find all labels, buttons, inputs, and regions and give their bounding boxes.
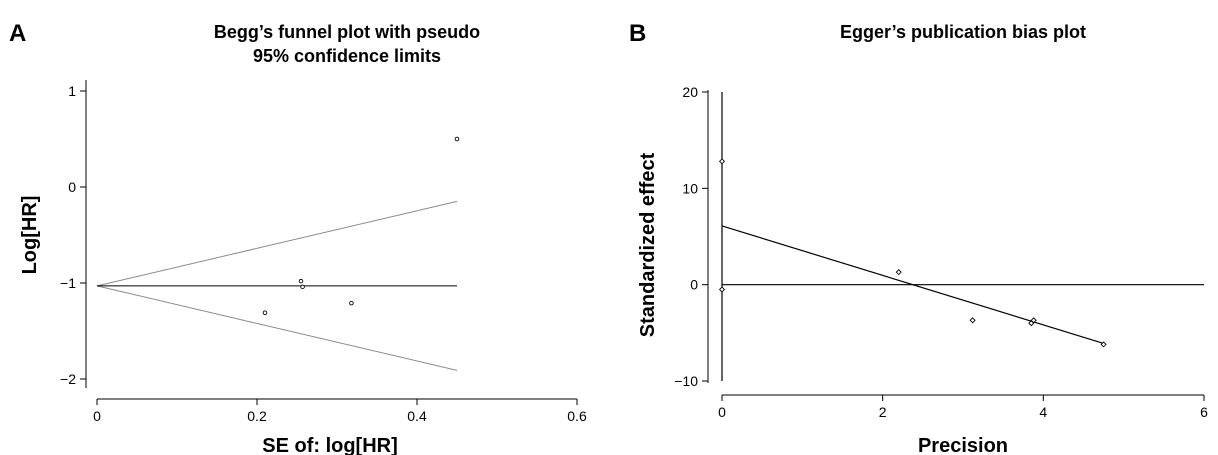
y-tick-label: 0 bbox=[690, 277, 698, 293]
x-tick-label: 0.2 bbox=[247, 408, 267, 424]
panel-a-title-line1: Begg’s funnel plot with pseudo bbox=[214, 22, 480, 42]
y-tick-label: −2 bbox=[60, 371, 76, 387]
panel-a-y-axis-label: Log[HR] bbox=[19, 196, 41, 275]
x-tick-label: 2 bbox=[879, 404, 887, 420]
funnel-upper-limit bbox=[96, 200, 458, 287]
panel-a-ticks: 1 0 −1 −2 0 0.2 0.4 0.6 bbox=[60, 83, 587, 424]
y-tick-label: 10 bbox=[682, 180, 698, 196]
study-point bbox=[300, 284, 305, 290]
x-tick-label: 4 bbox=[1039, 404, 1047, 420]
y-tick-label: 20 bbox=[682, 84, 698, 100]
study-point bbox=[349, 300, 354, 306]
panel-b-lines bbox=[721, 92, 1204, 381]
panel-a-title-line2: 95% confidence limits bbox=[253, 46, 441, 66]
study-point bbox=[1100, 341, 1107, 348]
study-point bbox=[718, 286, 726, 293]
x-tick-label: 0.6 bbox=[567, 408, 587, 424]
panel-a-letter: A bbox=[9, 20, 26, 47]
y-tick-label: 0 bbox=[68, 179, 76, 195]
study-point bbox=[969, 317, 976, 324]
panel-a-x-axis-label: SE of: log[HR] bbox=[262, 435, 398, 455]
study-point bbox=[1030, 317, 1037, 324]
x-tick-label: 6 bbox=[1200, 404, 1208, 420]
panel-b-points bbox=[718, 158, 1107, 348]
regression-line bbox=[721, 225, 1104, 345]
study-point bbox=[298, 278, 304, 284]
panel-b: B Egger’s publication bias plot Standard… bbox=[629, 20, 1208, 455]
panel-a-points bbox=[262, 136, 460, 316]
study-point bbox=[262, 310, 268, 316]
funnel-lower-limit bbox=[96, 285, 458, 371]
panel-b-ticks: 20 10 0 −10 0 2 4 6 bbox=[674, 84, 1208, 420]
y-tick-label: −1 bbox=[60, 275, 76, 291]
y-tick-label: −10 bbox=[674, 373, 698, 389]
panel-a-funnel-lines bbox=[96, 200, 458, 371]
panel-a: A Begg’s funnel plot with pseudo 95% con… bbox=[9, 20, 587, 455]
x-tick-label: 0 bbox=[93, 408, 101, 424]
panel-b-x-axis-label: Precision bbox=[918, 435, 1008, 455]
x-tick-label: 0 bbox=[718, 404, 726, 420]
study-point bbox=[454, 136, 460, 142]
x-tick-label: 0.4 bbox=[407, 408, 427, 424]
study-point bbox=[718, 158, 726, 165]
panel-b-letter: B bbox=[629, 20, 646, 47]
y-tick-label: 1 bbox=[68, 83, 76, 99]
study-point bbox=[895, 269, 902, 276]
panel-b-y-axis-label: Standardized effect bbox=[637, 152, 659, 337]
panel-b-title: Egger’s publication bias plot bbox=[840, 22, 1086, 42]
